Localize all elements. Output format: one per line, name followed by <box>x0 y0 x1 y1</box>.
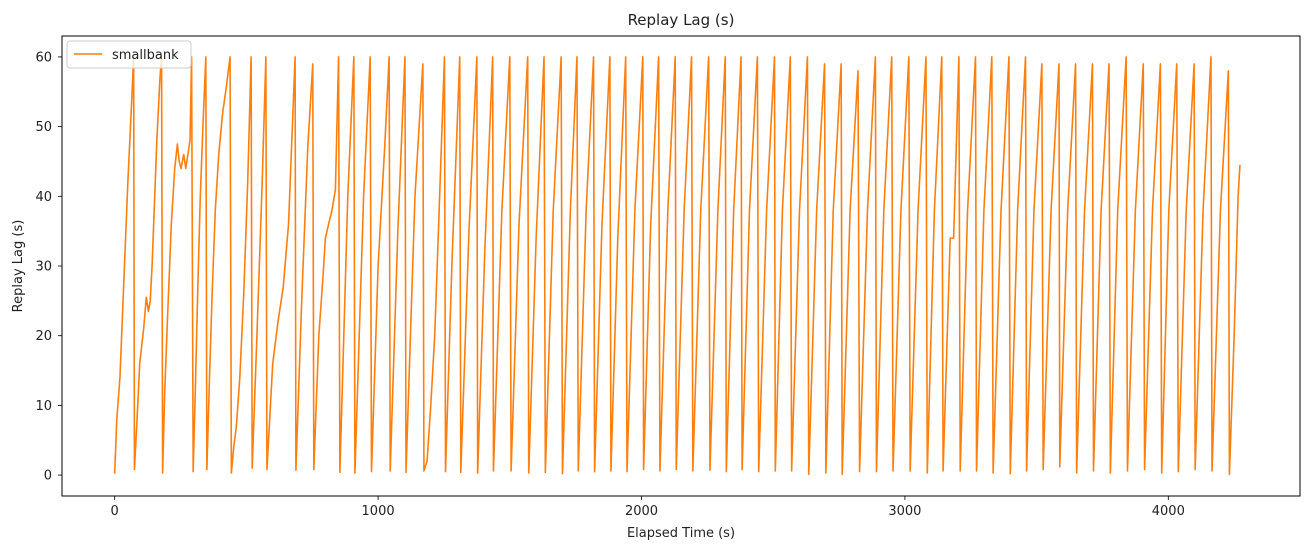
x-tick-label: 4000 <box>1152 504 1185 519</box>
x-tick-label: 1000 <box>362 504 395 519</box>
legend: smallbank <box>66 40 192 69</box>
x-tick-label: 3000 <box>888 504 921 519</box>
series-line-smallbank <box>113 56 1241 476</box>
y-tick-label: 20 <box>35 329 52 344</box>
y-tick-label: 50 <box>35 120 52 135</box>
legend-label: smallbank <box>112 48 179 63</box>
plot-area <box>61 35 1301 497</box>
x-axis-title: Elapsed Time (s) <box>627 526 735 541</box>
y-axis-title: Replay Lag (s) <box>11 220 26 313</box>
y-tick-label: 30 <box>35 260 52 275</box>
y-axis-ticks: 0 10 20 30 40 50 60 <box>35 50 62 484</box>
chart-title: Replay Lag (s) <box>628 11 735 29</box>
series-layer <box>113 56 1241 476</box>
x-axis-ticks: 0 1000 2000 3000 4000 <box>111 496 1185 519</box>
x-tick-label: 0 <box>111 504 119 519</box>
y-tick-label: 0 <box>44 469 52 484</box>
y-tick-label: 60 <box>35 50 52 65</box>
y-tick-label: 40 <box>35 190 52 205</box>
x-tick-label: 2000 <box>625 504 658 519</box>
legend-box <box>66 40 192 69</box>
y-tick-label: 10 <box>35 399 52 414</box>
